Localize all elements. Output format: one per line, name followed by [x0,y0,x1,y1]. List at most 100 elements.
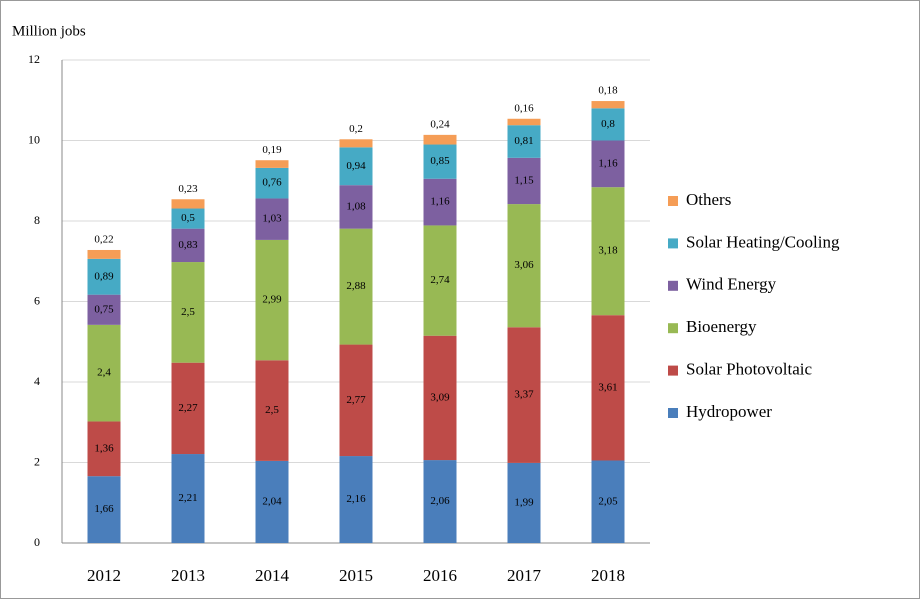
legend-swatch [668,323,678,334]
data-label: 1,66 [94,503,114,515]
bar-segment [591,140,625,188]
data-label: 0,5 [181,212,195,224]
x-tick-label: 2015 [339,566,373,585]
bar-segment [591,460,625,543]
bar-segment [339,185,373,229]
y-tick-label: 2 [34,454,40,468]
x-tick-label: 2012 [87,566,121,585]
bar-segment [171,454,205,543]
y-axis-label: Million jobs [12,23,86,39]
data-label: 2,5 [265,404,279,416]
legend-label: Solar Heating/Cooling [686,232,840,251]
bar-segment [591,101,625,109]
data-label: 0,8 [601,118,615,130]
data-label: 2,74 [430,274,450,286]
bar-segment [507,118,541,126]
bar-segment [87,324,121,422]
legend-label: Solar Photovoltaic [686,360,813,379]
data-label: 2,99 [262,294,282,306]
bar-segment [591,187,625,316]
legend-label: Hydropower [686,402,772,421]
bar-segment [171,262,205,363]
data-label: 2,5 [181,306,195,318]
data-label: 1,16 [430,196,450,208]
bar-segment [255,239,289,361]
y-tick-label: 4 [34,374,40,388]
x-tick-label: 2017 [507,566,542,585]
bar-segment [255,198,289,240]
bar-segment [423,460,457,543]
bar-segment [423,225,457,336]
data-label: 1,36 [94,442,114,454]
data-label: 0,19 [262,144,282,156]
y-tick-label: 6 [34,293,40,307]
data-label: 0,81 [514,135,533,147]
legend-swatch [668,280,678,291]
x-tick-label: 2014 [255,566,290,585]
bar-segment [339,147,373,186]
x-tick-label: 2016 [423,566,457,585]
bar-segment [507,204,541,328]
data-label: 0,94 [346,160,366,172]
bar-segment [423,335,457,461]
bar-segment [339,456,373,543]
bar-segment [339,344,373,457]
bar-segment [87,294,121,325]
data-label: 2,4 [97,367,111,379]
data-label: 1,15 [514,174,534,186]
y-tick-label: 0 [34,535,40,549]
data-label: 2,06 [430,495,450,507]
data-label: 0,22 [94,234,113,246]
data-label: 0,89 [94,270,114,282]
data-label: 3,06 [514,259,534,271]
data-label: 3,37 [514,389,534,401]
bar-segment [255,360,289,461]
bar-segment [87,258,121,295]
bar-segment [507,462,541,543]
legend-swatch [668,196,678,206]
bar-segment [423,178,457,226]
bar-segment [591,108,625,141]
data-label: 2,88 [346,280,366,292]
data-label: 3,18 [598,245,618,257]
bar-segment [255,160,289,168]
data-label: 2,77 [346,394,366,406]
legend-swatch [668,408,678,418]
data-label: 2,05 [598,495,618,507]
data-label: 2,27 [178,402,198,414]
bar-segment [423,144,457,179]
bar-segment [171,199,205,209]
data-label: 2,16 [346,493,366,505]
y-tick-label: 12 [28,52,40,66]
data-label: 3,09 [430,391,450,403]
data-label: 1,16 [598,157,618,169]
bar-segment [339,139,373,148]
bar-segment [255,167,289,199]
data-label: 1,99 [514,496,534,508]
bar-segment [507,157,541,205]
y-tick-label: 10 [28,132,40,146]
bar-segment [339,228,373,345]
legend-label: Bioenergy [686,317,757,336]
bar-segment [87,249,121,259]
data-label: 0,16 [514,102,534,114]
bar-segment [87,476,121,543]
data-label: 0,76 [262,177,282,189]
data-label: 1,08 [346,200,366,212]
data-label: 0,75 [94,303,114,315]
data-label: 0,24 [430,118,450,130]
legend-label: Wind Energy [686,275,777,294]
data-label: 2,04 [262,495,282,507]
bar-segment [255,460,289,543]
bar-segment [171,208,205,229]
bar-segment [87,421,121,477]
legend-label: Others [686,190,731,209]
data-label: 2,21 [178,492,197,504]
data-label: 0,2 [349,123,363,135]
data-label: 0,85 [430,155,450,167]
data-label: 1,03 [262,213,282,225]
legend-swatch [668,365,678,376]
data-label: 3,61 [598,381,617,393]
data-label: 0,18 [598,85,618,97]
